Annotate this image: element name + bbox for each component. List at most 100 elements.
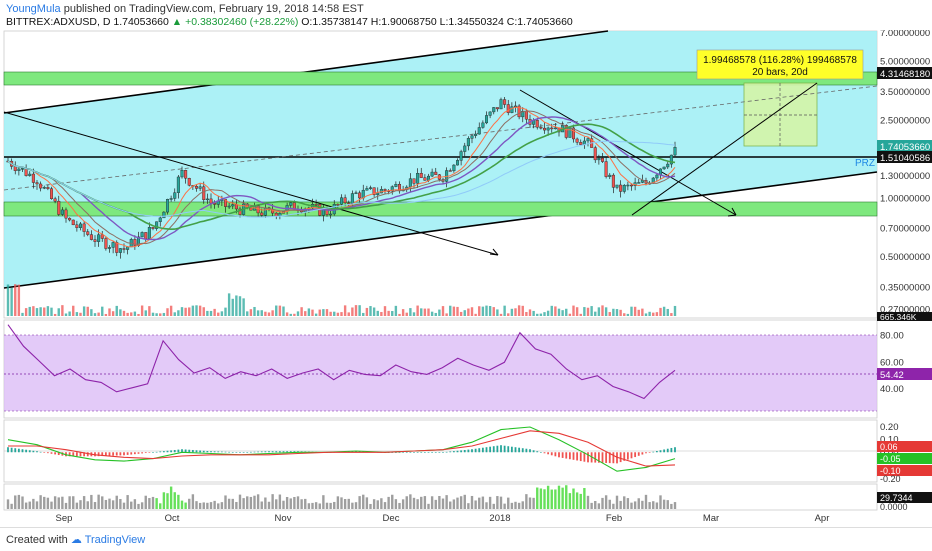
second-downtrend-line[interactable] xyxy=(519,89,737,216)
candle[interactable] xyxy=(572,127,576,140)
candle[interactable] xyxy=(586,138,590,142)
candle[interactable] xyxy=(17,168,21,171)
candle[interactable] xyxy=(343,197,347,204)
candle[interactable] xyxy=(180,170,184,178)
candle[interactable] xyxy=(637,182,641,184)
candle[interactable] xyxy=(147,227,151,240)
candle[interactable] xyxy=(86,231,90,235)
candle[interactable] xyxy=(416,173,420,184)
candle[interactable] xyxy=(234,204,238,210)
candle[interactable] xyxy=(383,189,387,191)
candle[interactable] xyxy=(459,151,463,161)
candle[interactable] xyxy=(89,234,93,240)
candle[interactable] xyxy=(93,239,97,242)
candle[interactable] xyxy=(365,188,369,191)
candle[interactable] xyxy=(466,138,470,147)
candle[interactable] xyxy=(485,115,489,124)
candle[interactable] xyxy=(481,122,485,128)
candle[interactable] xyxy=(42,187,46,189)
candle[interactable] xyxy=(53,198,57,202)
measure-box[interactable] xyxy=(743,82,818,147)
candle[interactable] xyxy=(100,234,104,239)
candle[interactable] xyxy=(64,209,68,219)
candle[interactable] xyxy=(611,174,615,188)
candle[interactable] xyxy=(535,120,539,128)
candle[interactable] xyxy=(205,198,209,201)
candle[interactable] xyxy=(46,187,50,189)
author-link[interactable]: YoungMula xyxy=(6,3,61,15)
candle[interactable] xyxy=(604,161,608,177)
candle[interactable] xyxy=(550,127,554,130)
candle[interactable] xyxy=(151,227,155,229)
macd-line[interactable] xyxy=(7,426,676,472)
candle[interactable] xyxy=(231,204,235,207)
candle[interactable] xyxy=(495,107,499,110)
ma-very-long-line[interactable] xyxy=(7,140,676,218)
candle[interactable] xyxy=(372,187,376,195)
candle[interactable] xyxy=(260,212,264,216)
candle[interactable] xyxy=(28,173,32,176)
candle[interactable] xyxy=(118,248,122,253)
candle[interactable] xyxy=(50,188,54,199)
candle[interactable] xyxy=(575,138,579,143)
candle[interactable] xyxy=(263,207,267,216)
candle[interactable] xyxy=(75,224,79,228)
candle[interactable] xyxy=(517,105,521,118)
candle[interactable] xyxy=(238,208,242,215)
candle[interactable] xyxy=(97,234,101,242)
candle[interactable] xyxy=(434,171,438,175)
candle[interactable] xyxy=(503,99,507,105)
time-axis[interactable]: Sep Oct Nov Dec 2018 Feb Mar Apr xyxy=(56,513,830,524)
candle[interactable] xyxy=(379,189,383,194)
candle[interactable] xyxy=(412,178,416,184)
candle[interactable] xyxy=(463,145,467,152)
candle[interactable] xyxy=(78,223,82,228)
candle[interactable] xyxy=(111,242,115,248)
candle[interactable] xyxy=(184,170,188,179)
candle[interactable] xyxy=(499,99,503,110)
candle[interactable] xyxy=(622,185,626,192)
projection-line[interactable] xyxy=(631,82,818,216)
candle[interactable] xyxy=(140,232,144,238)
candle[interactable] xyxy=(630,184,634,187)
candle[interactable] xyxy=(640,180,644,183)
candle[interactable] xyxy=(615,184,619,188)
candle[interactable] xyxy=(601,157,605,162)
candle[interactable] xyxy=(369,187,373,189)
candle[interactable] xyxy=(107,247,111,249)
candle[interactable] xyxy=(626,184,630,187)
candle[interactable] xyxy=(390,186,394,192)
candle[interactable] xyxy=(456,160,460,166)
candle[interactable] xyxy=(546,127,550,131)
candle[interactable] xyxy=(470,135,474,139)
candle[interactable] xyxy=(340,197,344,205)
candle[interactable] xyxy=(213,202,217,205)
candle[interactable] xyxy=(669,154,673,165)
candle[interactable] xyxy=(60,209,64,215)
candle[interactable] xyxy=(477,127,481,135)
candle[interactable] xyxy=(133,239,137,246)
candle[interactable] xyxy=(165,199,169,213)
candle[interactable] xyxy=(608,174,612,177)
candle[interactable] xyxy=(158,217,162,222)
candle[interactable] xyxy=(21,168,25,170)
candle[interactable] xyxy=(543,127,547,131)
candle[interactable] xyxy=(198,186,202,189)
candle[interactable] xyxy=(506,104,510,113)
candle[interactable] xyxy=(39,183,43,189)
price-axis[interactable]: 7.00000000 5.00000000 3.50000000 2.50000000… xyxy=(880,30,930,512)
candle[interactable] xyxy=(474,133,478,136)
candle[interactable] xyxy=(553,127,557,130)
candle[interactable] xyxy=(358,192,362,199)
candle[interactable] xyxy=(452,164,456,172)
candle[interactable] xyxy=(329,213,333,216)
candle[interactable] xyxy=(71,219,75,226)
support-zone[interactable] xyxy=(3,201,878,217)
candle[interactable] xyxy=(115,242,119,253)
candle[interactable] xyxy=(408,178,412,188)
candle[interactable] xyxy=(430,171,434,177)
candle[interactable] xyxy=(202,186,206,200)
candle[interactable] xyxy=(82,223,86,232)
candle[interactable] xyxy=(35,182,39,185)
candle[interactable] xyxy=(68,217,72,221)
